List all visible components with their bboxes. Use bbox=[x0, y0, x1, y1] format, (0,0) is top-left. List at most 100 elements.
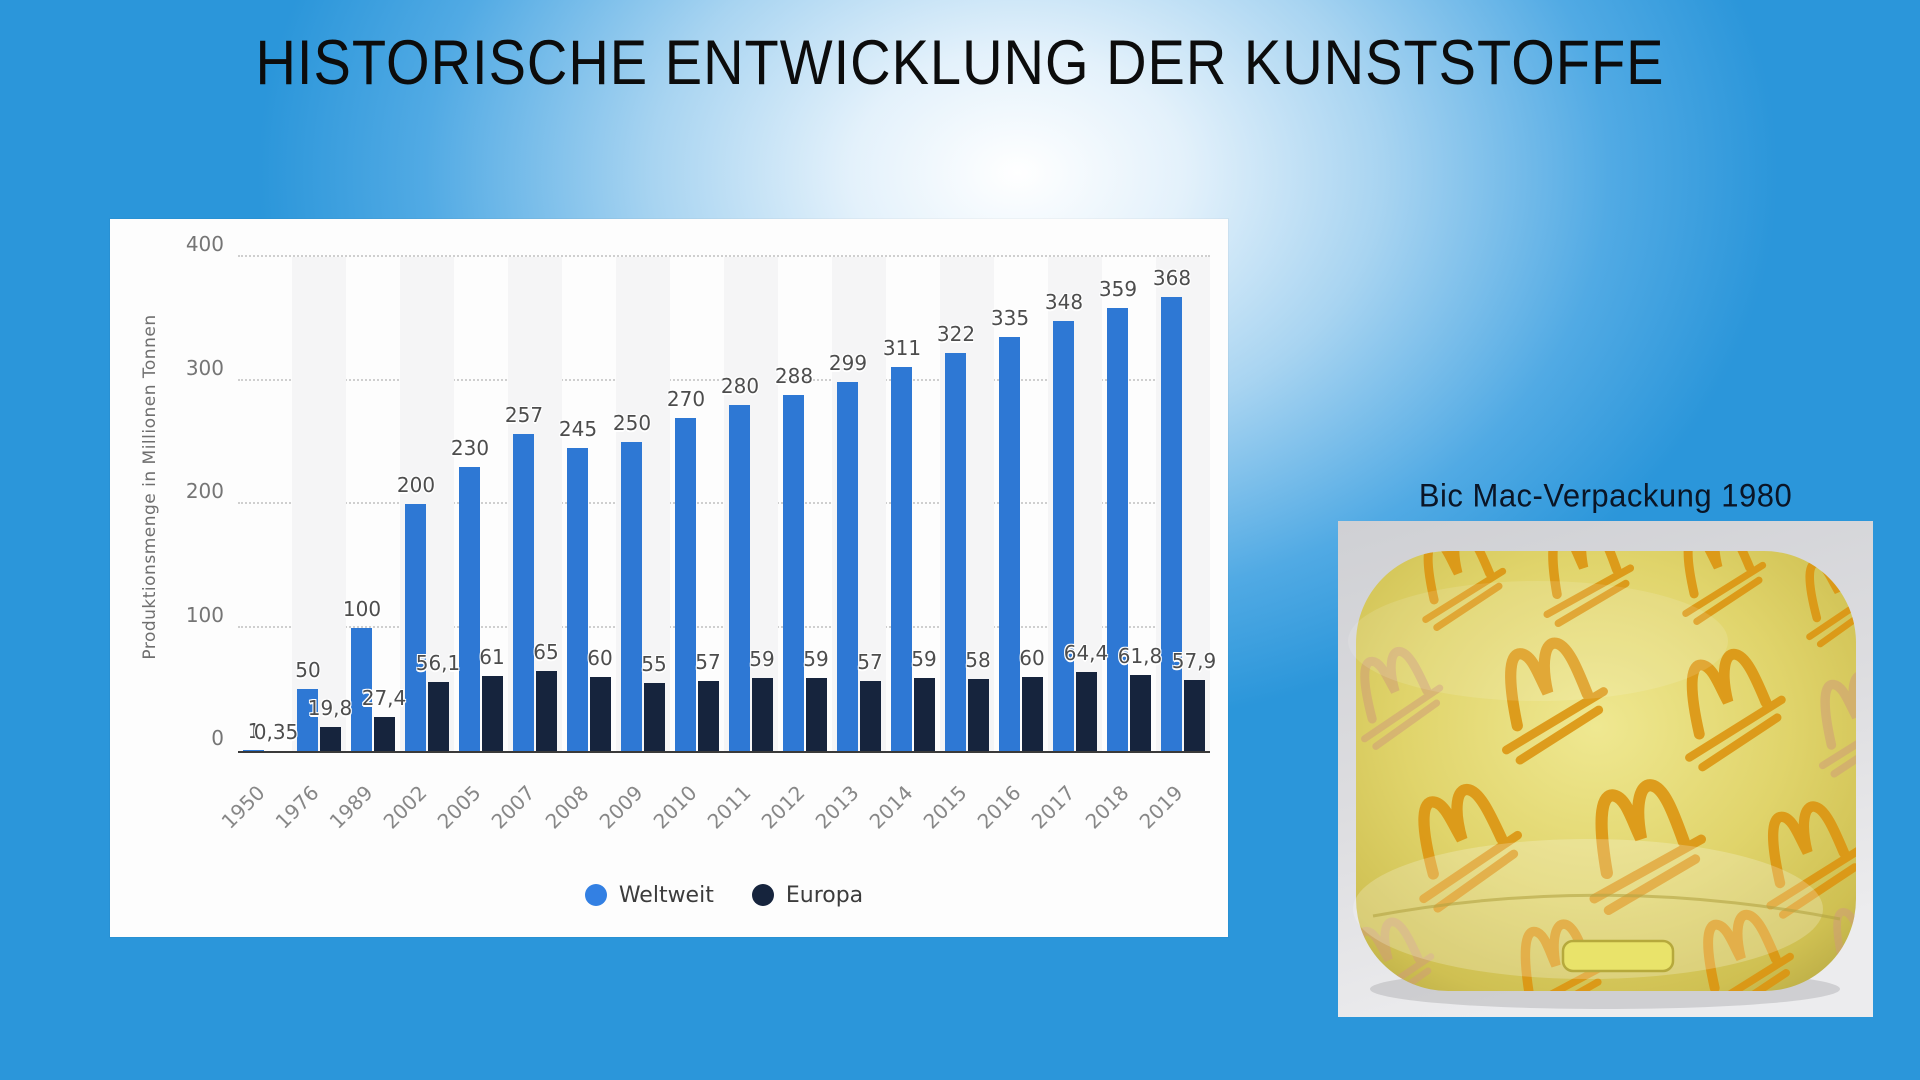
chart-column-2014: 311 59 bbox=[882, 257, 940, 751]
bar-weltweit-1989 bbox=[351, 627, 372, 751]
value-europa-1976: 19,8 bbox=[307, 695, 353, 720]
bar-weltweit-2013 bbox=[837, 381, 858, 751]
chart-column-2007: 257 65 bbox=[505, 257, 562, 751]
bigmac-photo-graphic bbox=[1338, 521, 1873, 1017]
bar-weltweit-2005 bbox=[459, 467, 480, 751]
value-weltweit-2016: 335 bbox=[990, 306, 1030, 331]
legend-label-weltweit: Weltweit bbox=[618, 882, 714, 908]
x-axis-labels: 1950 1976 1989 2002 2005 2007 2008 2009 2010 2011… bbox=[217, 759, 1210, 849]
value-weltweit-2014: 311 bbox=[882, 335, 922, 360]
x-tick-2019: 2019 bbox=[1134, 780, 1188, 834]
value-weltweit-2017: 348 bbox=[1044, 290, 1084, 315]
value-weltweit-2009: 250 bbox=[612, 411, 652, 436]
bar-weltweit-2019 bbox=[1161, 296, 1182, 751]
gridline-400 bbox=[238, 255, 1210, 257]
x-tick-2009: 2009 bbox=[594, 780, 648, 834]
bar-weltweit-2010 bbox=[675, 417, 696, 751]
bar-europa-2007 bbox=[536, 670, 557, 751]
value-weltweit-2013: 299 bbox=[828, 350, 868, 375]
chart-column-2011: 280 59 bbox=[720, 257, 778, 751]
bar-weltweit-2007 bbox=[513, 433, 534, 751]
bar-weltweit-2008 bbox=[567, 448, 588, 751]
bigmac-photo bbox=[1338, 521, 1873, 1017]
chart-column-2017: 348 64,4 bbox=[1044, 257, 1108, 751]
x-tick-2010: 2010 bbox=[648, 780, 702, 834]
x-tick-1950: 1950 bbox=[216, 780, 270, 834]
value-weltweit-2018: 359 bbox=[1098, 276, 1138, 301]
chart-panel: Produktionsmenge in Millionen Tonnen 0 10… bbox=[110, 219, 1228, 937]
weltweit-dot-icon bbox=[584, 884, 607, 906]
value-europa-2005: 61 bbox=[479, 644, 505, 669]
bar-weltweit-2002 bbox=[405, 504, 426, 751]
x-tick-2008: 2008 bbox=[540, 780, 594, 834]
chart-column-2010: 270 57 bbox=[666, 257, 724, 751]
y-tick-400: 400 bbox=[185, 232, 224, 256]
bar-weltweit-2018 bbox=[1107, 307, 1128, 751]
chart-column-1950: 1 0,35 bbox=[238, 257, 298, 751]
bar-weltweit-2012 bbox=[783, 395, 804, 751]
x-tick-2012: 2012 bbox=[756, 780, 810, 834]
y-tick-100: 100 bbox=[185, 602, 224, 627]
y-tick-200: 200 bbox=[185, 479, 224, 503]
box-sheen bbox=[1353, 839, 1823, 979]
bar-weltweit-1950 bbox=[243, 749, 264, 751]
bar-weltweit-2014 bbox=[891, 366, 912, 751]
bar-europa-2013 bbox=[860, 680, 881, 751]
value-europa-2011: 59 bbox=[749, 647, 775, 672]
x-axis-baseline bbox=[238, 751, 1210, 753]
x-tick-2013: 2013 bbox=[810, 780, 864, 834]
value-weltweit-2019: 368 bbox=[1152, 265, 1192, 290]
value-weltweit-2015: 322 bbox=[936, 322, 976, 347]
plot-area: 0 100 200 300 400 1 0,35 50 19,8 100 27,4 200 56,1 2… bbox=[186, 232, 1216, 753]
bar-europa-1989 bbox=[374, 717, 395, 751]
bar-europa-2012 bbox=[806, 678, 827, 751]
bar-europa-2014 bbox=[914, 678, 935, 751]
x-tick-2016: 2016 bbox=[972, 780, 1026, 834]
value-europa-2012: 59 bbox=[803, 647, 829, 672]
x-tick-2015: 2015 bbox=[918, 780, 972, 834]
x-tick-1989: 1989 bbox=[324, 780, 378, 834]
photo-caption: Bic Mac-Verpackung 1980 bbox=[1418, 477, 1793, 514]
value-europa-2002: 56,1 bbox=[415, 650, 461, 675]
latch-tab bbox=[1561, 939, 1675, 973]
x-tick-1976: 1976 bbox=[270, 780, 324, 834]
x-tick-2017: 2017 bbox=[1026, 780, 1080, 834]
legend-item-europa: Europa bbox=[751, 882, 864, 908]
chart-column-2005: 230 61 bbox=[451, 257, 508, 751]
value-weltweit-2010: 270 bbox=[666, 386, 706, 411]
bar-europa-2011 bbox=[752, 678, 773, 751]
bar-europa-2002 bbox=[428, 681, 449, 751]
bar-europa-2005 bbox=[482, 675, 503, 751]
value-europa-2010: 57 bbox=[695, 649, 721, 674]
value-europa-2008: 60 bbox=[587, 645, 613, 670]
value-europa-2009: 55 bbox=[641, 652, 667, 677]
value-europa-2016: 60 bbox=[1019, 645, 1045, 670]
value-weltweit-2011: 280 bbox=[720, 374, 760, 399]
europa-dot-icon bbox=[751, 884, 774, 906]
value-weltweit-1976: 50 bbox=[295, 658, 321, 683]
bar-europa-2018 bbox=[1130, 674, 1151, 751]
chart-column-2008: 245 60 bbox=[559, 257, 616, 751]
y-tick-0: 0 bbox=[211, 726, 224, 750]
chart-column-1976: 50 19,8 bbox=[292, 257, 352, 751]
slide-title: HISTORISCHE ENTWICKLUNG DER KUNSTSTOFFE bbox=[255, 27, 1665, 98]
value-weltweit-1950: 1 bbox=[247, 718, 261, 743]
value-europa-2007: 65 bbox=[533, 639, 559, 664]
value-europa-2019: 57,9 bbox=[1171, 648, 1217, 673]
bar-europa-2010 bbox=[698, 680, 719, 751]
value-europa-2013: 57 bbox=[857, 649, 883, 674]
x-tick-2007: 2007 bbox=[486, 780, 540, 834]
chart-column-2019: 368 57,9 bbox=[1152, 257, 1216, 751]
value-europa-2018: 61,8 bbox=[1117, 643, 1163, 668]
bar-europa-2009 bbox=[644, 683, 665, 751]
bar-europa-2019 bbox=[1184, 679, 1205, 751]
lid-highlight bbox=[1348, 581, 1728, 701]
bar-weltweit-2016 bbox=[999, 337, 1020, 751]
bar-weltweit-2017 bbox=[1053, 321, 1074, 751]
chart-column-2015: 322 58 bbox=[936, 257, 994, 751]
legend-label-europa: Europa bbox=[785, 882, 864, 908]
y-axis-title: Produktionsmenge in Millionen Tonnen bbox=[140, 314, 160, 660]
value-europa-2015: 58 bbox=[965, 648, 991, 673]
bar-europa-2015 bbox=[968, 679, 989, 751]
chart-legend: Weltweit Europa bbox=[238, 875, 1210, 915]
